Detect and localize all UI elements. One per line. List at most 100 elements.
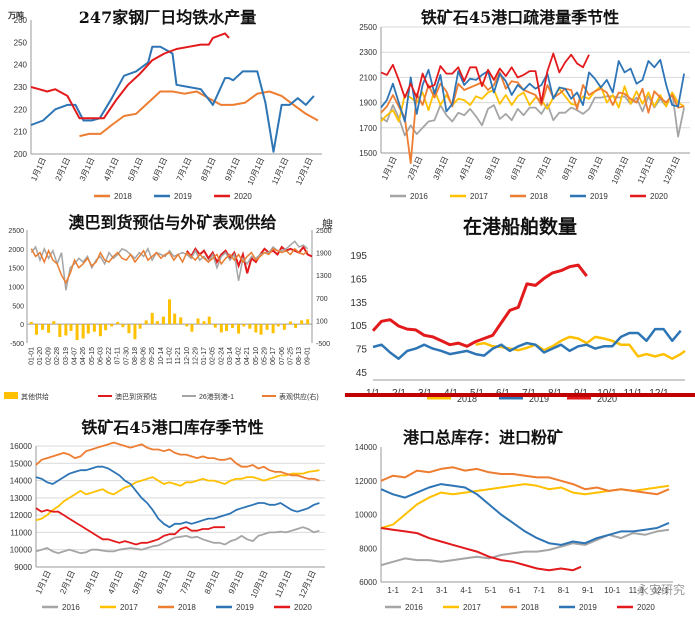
x-tick-label: 02-24 [218, 347, 225, 365]
x-tick-label: 10月1日 [249, 569, 270, 599]
x-tick-label: 11-1 [629, 586, 645, 595]
legend-label: 26港到港-1 [199, 392, 234, 401]
chart-title: 247家钢厂日均铁水产量 [78, 8, 257, 27]
bar [271, 324, 275, 334]
x-tick-label: 8月1日 [203, 569, 222, 595]
legend-label: 2018 [530, 192, 548, 201]
legend-label: 其他供给 [21, 392, 49, 401]
y-tick-label: 2100 [359, 73, 377, 82]
series-line-2018 [380, 71, 685, 165]
chart-panel-port-outflow: 铁矿石45港口疏港量季节性 1500 1700 1900 2100 2300 2500 1月… [345, 0, 695, 210]
x-tick-label: 04-21 [244, 347, 251, 365]
legend-label: 2016 [405, 603, 423, 612]
x-tick-label: 01-20 [37, 347, 44, 365]
x-tick-label: 9-1 [582, 586, 594, 595]
y-tick-label: 16000 [10, 442, 33, 451]
x-tick-label: 09-25 [149, 347, 156, 365]
bar [75, 324, 79, 340]
x-tick-label: 09-01 [305, 347, 312, 365]
series-line-26港到港-1 [30, 240, 309, 291]
x-tick-label: 02-28 [54, 347, 61, 365]
watermark: 永安研究 [636, 583, 685, 597]
legend-label: 2019 [590, 192, 608, 201]
x-tick-label: 7月1日 [175, 156, 194, 182]
x-tick-label: 02-05 [210, 347, 217, 365]
bar [52, 321, 56, 325]
x-tick-label: 03-19 [63, 347, 70, 365]
series-line-2017 [380, 85, 685, 123]
x-tick-label: 11-21 [175, 347, 182, 364]
x-tick-label: 04-07 [72, 347, 79, 365]
chart-title: 铁矿石45港口库存季节性 [81, 418, 264, 437]
bar [64, 324, 68, 336]
bar [155, 321, 159, 325]
x-tick-label: 8月1日 [199, 156, 218, 182]
y-tick-label: 240 [14, 61, 28, 70]
legend-label: 2017 [120, 603, 138, 612]
series-line-2016 [380, 528, 670, 567]
x-tick-label: 2-1 [412, 586, 424, 595]
y2-tick-label: 2500 [316, 228, 332, 235]
chart-svg-port-inventory: 9000 10000 11000 12000 13000 14000 15000 16000 1… [10, 441, 325, 612]
bar [259, 324, 263, 335]
series-line-2020 [30, 32, 230, 120]
bar [265, 324, 269, 330]
bar [179, 317, 183, 325]
x-tick-label: 1月1日 [380, 155, 399, 181]
chart-svg-steel-output: 万吨 200 210 220 230 240 250 260 1月1日 2月1日 3月1日 4月1日 5… [7, 10, 322, 201]
legend-label: 澳巴到货预估 [115, 392, 157, 401]
bar [254, 324, 258, 333]
series-line-2019 [372, 327, 682, 360]
bar [225, 324, 228, 331]
legend-label: 2016 [62, 603, 80, 612]
x-tick-label: 11月1日 [270, 156, 290, 186]
legend-label: 表观供应(右) [279, 392, 319, 401]
x-tick-label: 5月1日 [126, 156, 145, 182]
legend-label: 2018 [114, 192, 132, 201]
x-tick-label: 04-02 [236, 347, 243, 365]
y-tick-label: 9000 [14, 563, 32, 572]
y-tick-label: 10000 [355, 511, 378, 520]
x-tick-label: 06-22 [106, 347, 113, 365]
bar [168, 299, 171, 325]
x-tick-label: 9月1日 [586, 155, 605, 181]
y-tick-label: 12000 [355, 477, 378, 486]
x-tick-label: 7月1日 [535, 155, 554, 181]
y-tick-label: 45 [356, 368, 368, 379]
x-tick-label: 06-03 [97, 347, 104, 365]
chart-svg-fines-inventory: 6000 8000 10000 12000 14000 1-1 2-1 3-1 4-1 5-1 6-… [355, 443, 673, 612]
x-tick-label: 07-11 [115, 347, 122, 364]
bar [276, 324, 280, 327]
y-tick-label: 2500 [8, 228, 24, 235]
y-tick-label: -500 [10, 341, 24, 348]
x-tick-label: 7-1 [533, 586, 545, 595]
legend-label: 2019 [236, 603, 254, 612]
x-tick-label: 12-10 [184, 347, 191, 365]
y-tick-label: 200 [14, 150, 28, 159]
bar [110, 324, 114, 327]
x-tick-label: 6月1日 [155, 569, 174, 595]
chart-panel-arrivals-supply: 澳巴到货预估与外矿表观供给 -500 0 500 1000 1500 2000 2500 -5… [0, 205, 345, 410]
chart-panel-port-inventory: 铁矿石45港口库存季节性 9000 10000 11000 12000 13000 140… [0, 410, 345, 614]
x-tick-label: 12月1日 [297, 569, 318, 599]
bar [288, 321, 292, 325]
bar [92, 324, 96, 332]
x-tick-label: 7月1日 [179, 569, 198, 595]
bar [29, 321, 33, 325]
x-tick-label: 12月1日 [294, 156, 315, 186]
legend-label: 2020 [597, 394, 617, 404]
x-tick-label: 4-1 [460, 586, 472, 595]
y2-tick-label: -500 [316, 341, 330, 348]
chart-panel-fines-inventory: 港口总库存：进口粉矿 6000 8000 10000 12000 14000 1-1 2-1… [345, 410, 695, 614]
series-line-2019 [35, 465, 320, 529]
chart-panel-ships-in-port: 在港船舶数量 45751051351651951/12/13/14/15/16/… [345, 210, 695, 405]
y-tick-label: 14000 [355, 443, 378, 452]
series-line-2019 [30, 45, 315, 153]
y-tick-label: 1500 [8, 266, 24, 273]
y-tick-label: 2000 [8, 247, 24, 254]
bar [300, 320, 304, 325]
x-tick-label: 3月1日 [432, 155, 451, 181]
x-tick-label: 09-06 [141, 347, 148, 365]
bar [161, 316, 165, 325]
x-tick-label: 04-26 [80, 347, 87, 365]
